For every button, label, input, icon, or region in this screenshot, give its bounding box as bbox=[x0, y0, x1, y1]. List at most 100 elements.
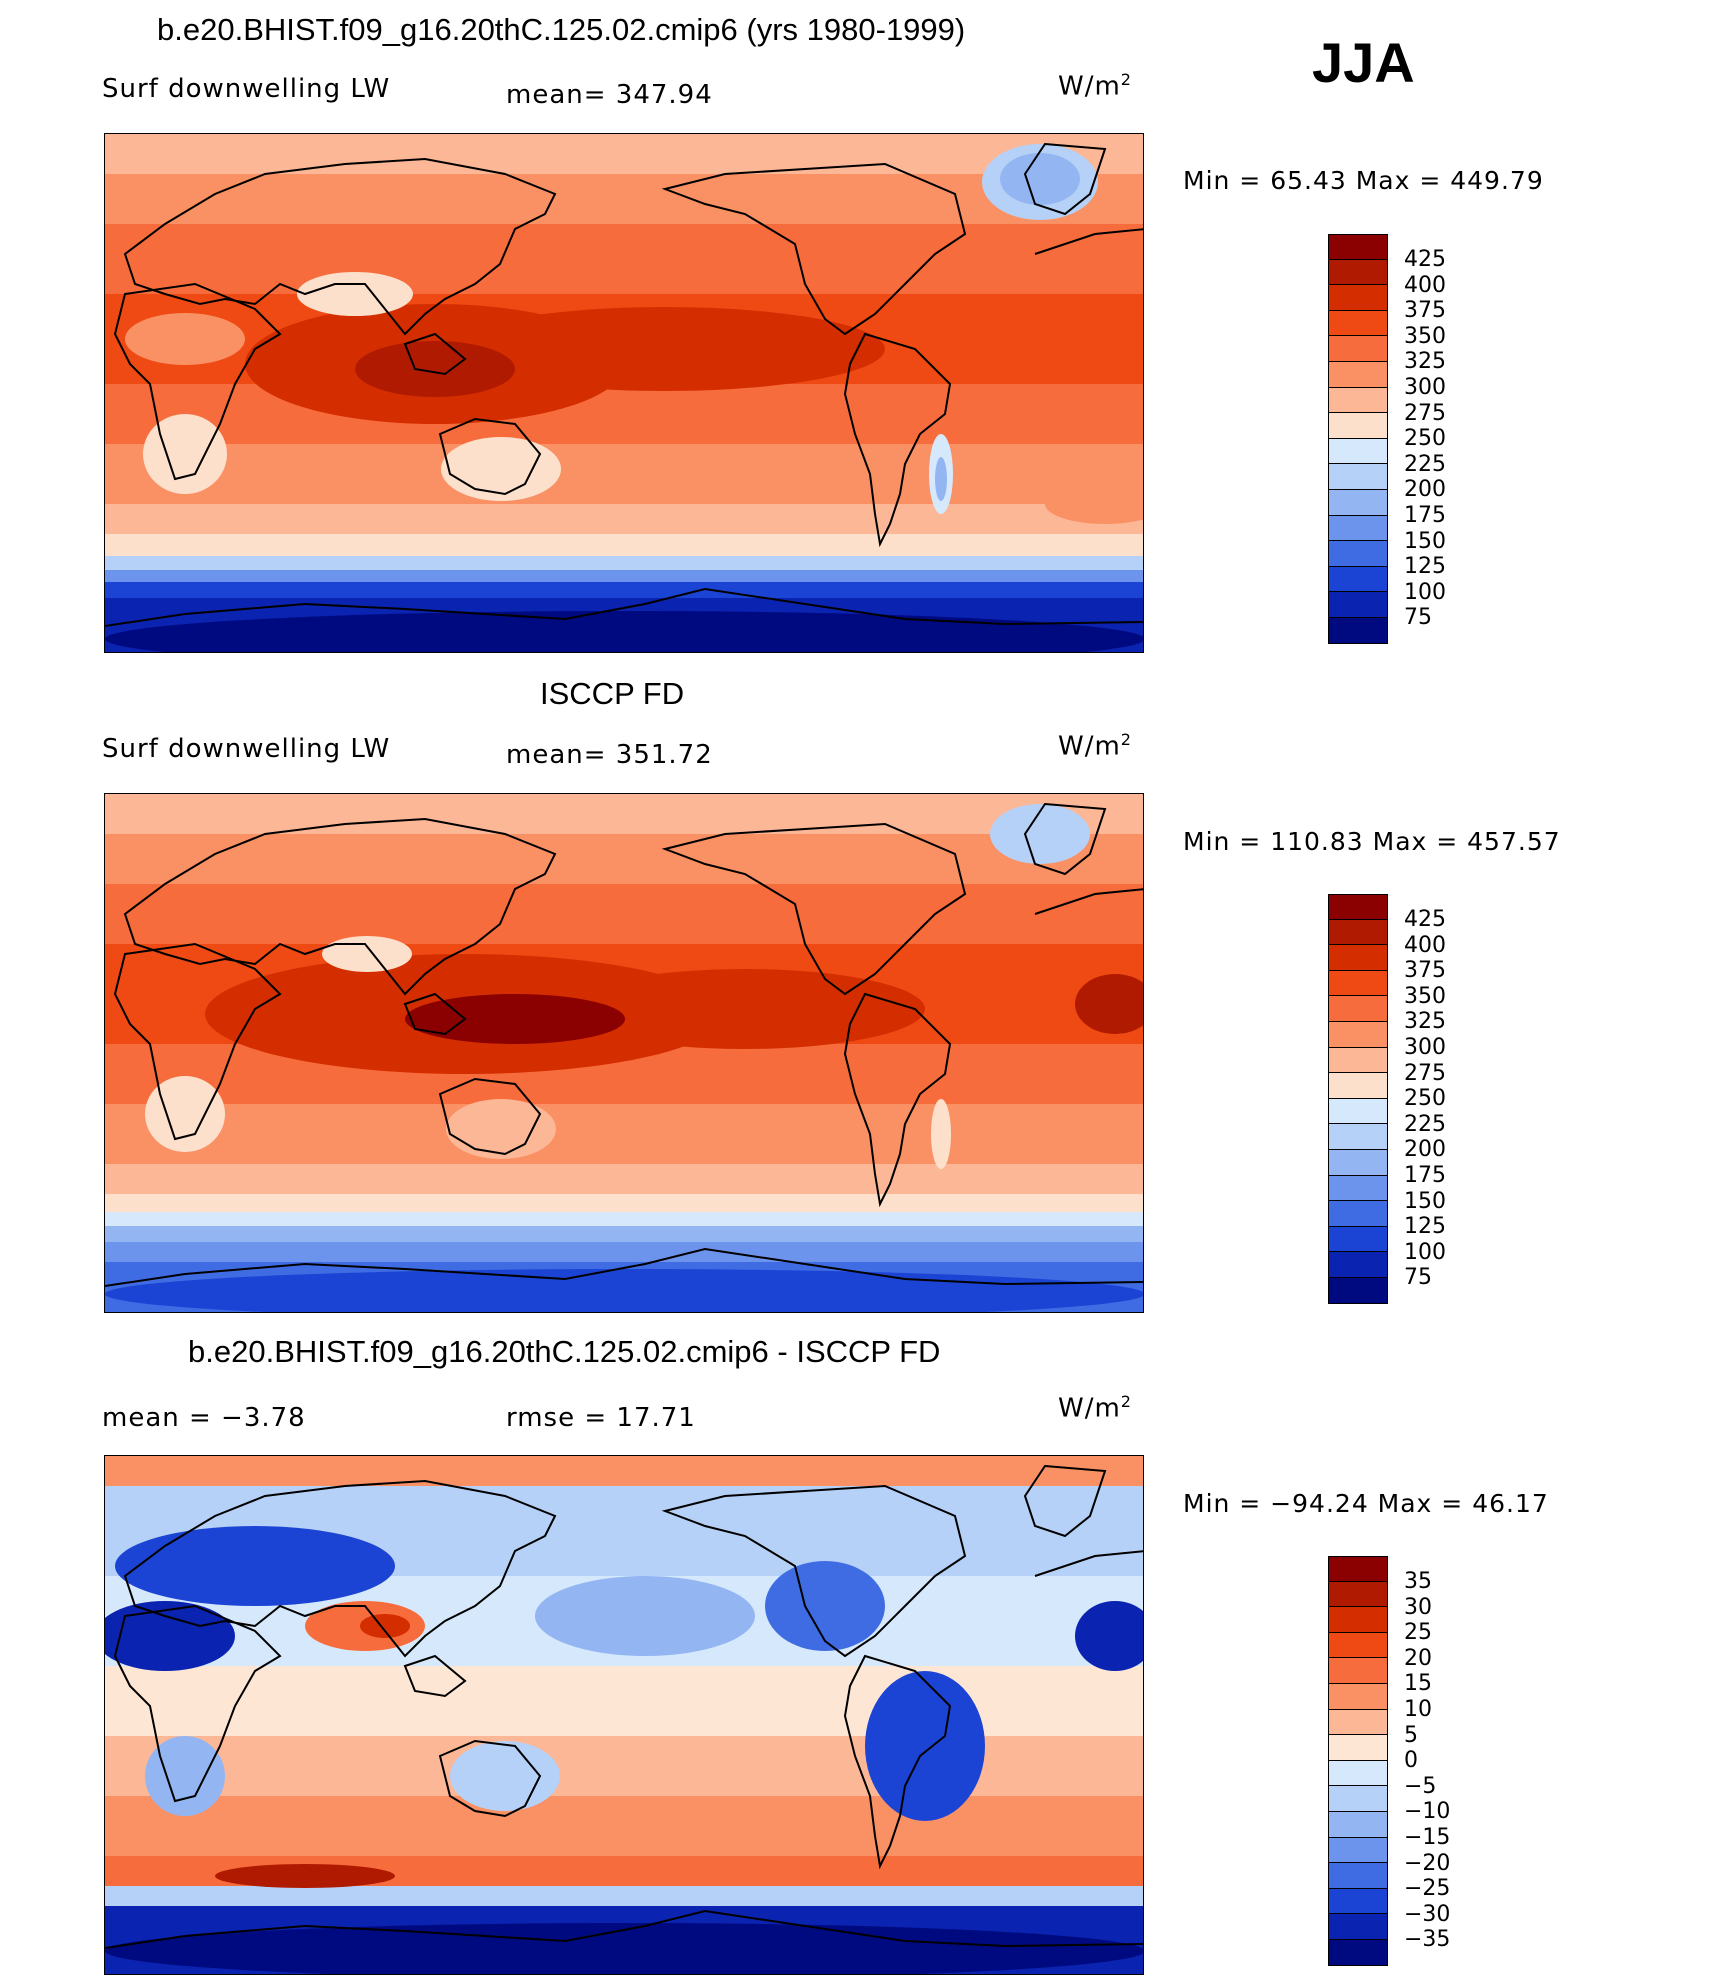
colorbar-label: 15 bbox=[1404, 1671, 1432, 1697]
colorbar-label: 250 bbox=[1404, 1086, 1446, 1112]
colorbar-label: 100 bbox=[1404, 579, 1446, 605]
colorbar-swatch bbox=[1328, 1021, 1388, 1048]
colorbar-swatch bbox=[1328, 1607, 1388, 1633]
colorbar-label: 75 bbox=[1404, 1265, 1432, 1291]
colorbar-swatch bbox=[1328, 1837, 1388, 1864]
colorbar-label: 175 bbox=[1404, 1163, 1446, 1188]
colorbar-label: 275 bbox=[1404, 1060, 1446, 1086]
colorbar-swatch bbox=[1328, 1073, 1388, 1099]
colorbar-swatch bbox=[1328, 1939, 1388, 1966]
colorbar-label: 150 bbox=[1404, 528, 1446, 554]
colorbar-swatch bbox=[1328, 1252, 1388, 1278]
colorbar-swatch bbox=[1328, 996, 1388, 1022]
colorbar-label: 400 bbox=[1404, 932, 1446, 958]
colorbar-swatch bbox=[1328, 592, 1388, 618]
colorbar-swatch bbox=[1328, 1786, 1388, 1812]
panel-3-map bbox=[104, 1455, 1144, 1975]
colorbar-swatch bbox=[1328, 1735, 1388, 1761]
colorbar-label: −20 bbox=[1404, 1850, 1451, 1876]
colorbar-label: 350 bbox=[1404, 983, 1446, 1009]
colorbar-swatch bbox=[1328, 259, 1388, 286]
colorbar-swatch bbox=[1328, 387, 1388, 414]
colorbar-label: 150 bbox=[1404, 1188, 1446, 1214]
panel-1-minmax: Min = 65.43 Max = 449.79 bbox=[1183, 166, 1544, 195]
colorbar-swatch bbox=[1328, 1632, 1388, 1659]
colorbar-swatch bbox=[1328, 464, 1388, 490]
panel-1-colorbar bbox=[1328, 234, 1388, 644]
colorbar-swatch bbox=[1328, 515, 1388, 542]
colorbar-label: 300 bbox=[1404, 375, 1446, 400]
colorbar-swatch bbox=[1328, 566, 1388, 593]
colorbar-swatch bbox=[1328, 1277, 1388, 1304]
colorbar-swatch bbox=[1328, 1226, 1388, 1253]
colorbar-swatch bbox=[1328, 1124, 1388, 1150]
panel-1-units: W/m2 bbox=[1058, 70, 1132, 102]
colorbar-swatch bbox=[1328, 1811, 1388, 1838]
panel-1-title: b.e20.BHIST.f09_g16.20thC.125.02.cmip6 (… bbox=[157, 12, 966, 47]
colorbar-label: 300 bbox=[1404, 1035, 1446, 1060]
colorbar-swatch bbox=[1328, 1047, 1388, 1074]
colorbar-label: 250 bbox=[1404, 426, 1446, 452]
colorbar-label: 425 bbox=[1404, 247, 1446, 272]
colorbar-swatch bbox=[1328, 336, 1388, 362]
colorbar-swatch bbox=[1328, 1683, 1388, 1710]
panel-3-colorbar bbox=[1328, 1556, 1388, 1966]
panel-2-units: W/m2 bbox=[1058, 730, 1132, 762]
colorbar-label: 225 bbox=[1404, 1111, 1446, 1137]
colorbar-swatch bbox=[1328, 1760, 1388, 1787]
colorbar-swatch bbox=[1328, 413, 1388, 439]
panel-3-units: W/m2 bbox=[1058, 1392, 1132, 1424]
colorbar-swatch bbox=[1328, 894, 1388, 920]
panel-3-minmax: Min = −94.24 Max = 46.17 bbox=[1183, 1489, 1549, 1518]
colorbar-label: −25 bbox=[1404, 1876, 1451, 1902]
colorbar-label: 375 bbox=[1404, 298, 1446, 324]
panel-1-mean: mean= 347.94 bbox=[506, 80, 713, 110]
colorbar-label: 20 bbox=[1404, 1645, 1432, 1671]
season-label: JJA bbox=[1312, 31, 1415, 94]
colorbar-label: 200 bbox=[1404, 477, 1446, 503]
colorbar-label: 400 bbox=[1404, 272, 1446, 298]
colorbar-swatch bbox=[1328, 970, 1388, 997]
colorbar-swatch bbox=[1328, 310, 1388, 337]
colorbar-label: −35 bbox=[1404, 1927, 1451, 1953]
colorbar-label: 225 bbox=[1404, 451, 1446, 477]
colorbar-swatch bbox=[1328, 1888, 1388, 1915]
panel-2-map bbox=[104, 793, 1144, 1313]
colorbar-label: 75 bbox=[1404, 605, 1432, 631]
colorbar-label: 5 bbox=[1404, 1722, 1418, 1748]
panel-1-variable: Surf downwelling LW bbox=[102, 74, 391, 104]
panel-2-mean: mean= 351.72 bbox=[506, 740, 713, 770]
panel-2-title: ISCCP FD bbox=[540, 676, 685, 711]
colorbar-label: 10 bbox=[1404, 1697, 1432, 1722]
colorbar-swatch bbox=[1328, 361, 1388, 388]
colorbar-swatch bbox=[1328, 489, 1388, 516]
colorbar-label: 175 bbox=[1404, 503, 1446, 528]
colorbar-label: −10 bbox=[1404, 1799, 1451, 1825]
panel-2-minmax: Min = 110.83 Max = 457.57 bbox=[1183, 827, 1561, 856]
colorbar-swatch bbox=[1328, 541, 1388, 567]
colorbar-swatch bbox=[1328, 919, 1388, 946]
colorbar-swatch bbox=[1328, 1914, 1388, 1940]
panel-1-map bbox=[104, 133, 1144, 653]
colorbar-swatch bbox=[1328, 1175, 1388, 1202]
colorbar-swatch bbox=[1328, 945, 1388, 971]
colorbar-label: 125 bbox=[1404, 1214, 1446, 1240]
colorbar-label: 0 bbox=[1404, 1748, 1418, 1774]
colorbar-swatch bbox=[1328, 1556, 1388, 1582]
colorbar-swatch bbox=[1328, 1201, 1388, 1227]
colorbar-swatch bbox=[1328, 234, 1388, 260]
colorbar-swatch bbox=[1328, 1149, 1388, 1176]
panel-3-rmse: rmse = 17.71 bbox=[506, 1403, 696, 1433]
colorbar-label: 35 bbox=[1404, 1569, 1432, 1594]
colorbar-label: 325 bbox=[1404, 349, 1446, 375]
colorbar-label: 325 bbox=[1404, 1009, 1446, 1035]
colorbar-label: −5 bbox=[1404, 1773, 1437, 1799]
colorbar-label: 30 bbox=[1404, 1594, 1432, 1620]
panel-3-mean: mean = −3.78 bbox=[102, 1403, 306, 1433]
colorbar-label: 125 bbox=[1404, 554, 1446, 580]
colorbar-label: 350 bbox=[1404, 323, 1446, 349]
colorbar-swatch bbox=[1328, 1098, 1388, 1125]
colorbar-label: 425 bbox=[1404, 907, 1446, 932]
colorbar-label: 100 bbox=[1404, 1239, 1446, 1265]
colorbar-label: −15 bbox=[1404, 1825, 1451, 1850]
